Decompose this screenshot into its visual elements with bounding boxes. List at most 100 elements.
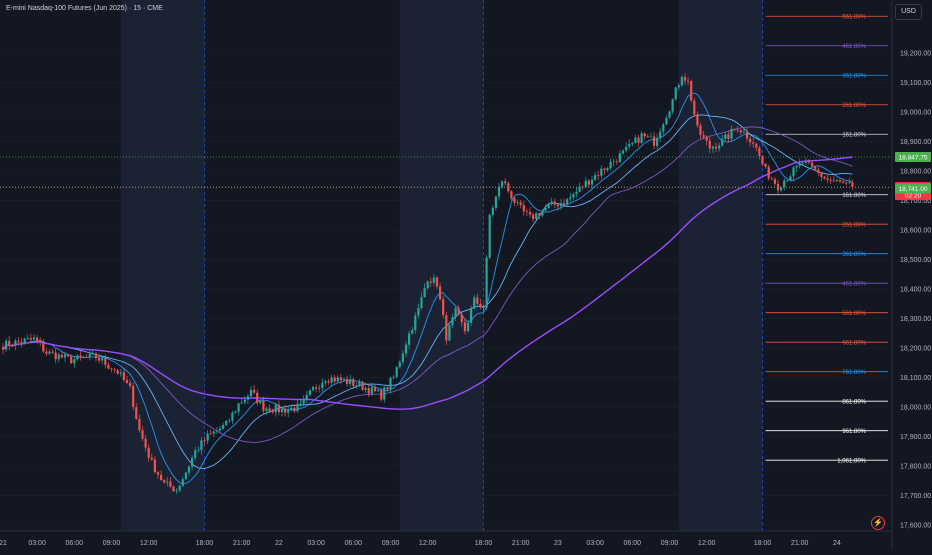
candle-body	[67, 354, 70, 357]
candle-body	[302, 399, 305, 404]
candle-body	[780, 187, 783, 191]
candle-body	[714, 146, 718, 149]
candle-body	[507, 183, 510, 192]
candle-body	[169, 481, 172, 487]
candle-body	[668, 111, 671, 118]
lightning-icon[interactable]: ⚡	[871, 516, 885, 530]
candle-body	[789, 176, 792, 181]
candle-body	[349, 379, 352, 384]
fib-level-label: 561.80%	[842, 15, 866, 21]
candle-body	[57, 354, 60, 360]
candle-body	[454, 308, 457, 318]
candle-body	[798, 162, 801, 166]
candle-body	[293, 407, 296, 412]
candle-body	[501, 181, 504, 187]
candle-body	[191, 457, 194, 467]
fib-level-label: 461.80%	[842, 282, 866, 288]
candle-body	[711, 146, 714, 149]
candle-body	[835, 180, 838, 181]
candle-body	[181, 479, 184, 486]
candle-body	[590, 179, 594, 185]
candle-body	[662, 124, 665, 132]
x-tick-label: 06:00	[624, 540, 642, 547]
x-tick-label: 03:00	[307, 540, 325, 547]
candle-body	[804, 161, 807, 163]
candle-body	[510, 191, 513, 199]
x-tick-label: 21:00	[233, 540, 251, 547]
candle-body	[699, 125, 702, 135]
candle-body	[333, 377, 336, 382]
x-tick-label: 12:00	[419, 540, 437, 547]
candle-body	[420, 297, 423, 308]
candle-body	[364, 388, 367, 390]
candle-body	[535, 213, 538, 219]
candle-body	[175, 490, 178, 492]
candle-body	[652, 136, 656, 146]
candle-body	[135, 407, 138, 419]
candle-body	[659, 131, 662, 138]
candle-body	[107, 364, 110, 369]
candle-body	[26, 338, 29, 339]
candle-body	[234, 411, 237, 413]
candle-body	[352, 379, 355, 386]
candle-body	[327, 381, 330, 383]
y-tick-label: 18,300.00	[900, 316, 931, 323]
x-tick-label: 12:00	[140, 540, 158, 547]
candle-body	[42, 343, 45, 352]
y-tick-label: 18,000.00	[900, 405, 931, 412]
candle-body	[383, 387, 386, 400]
candle-body	[60, 354, 63, 358]
candle-body	[587, 180, 590, 185]
candle-body	[318, 387, 321, 389]
candle-body	[519, 202, 522, 206]
candle-body	[838, 180, 842, 182]
x-tick-label: 18:00	[475, 540, 493, 547]
candle-body	[550, 201, 553, 205]
candle-body	[39, 341, 42, 344]
candle-body	[761, 155, 764, 164]
session-shade	[678, 0, 763, 531]
candle-body	[442, 299, 445, 316]
x-tick-label: 18:00	[754, 540, 772, 547]
candle-body	[172, 486, 175, 492]
y-tick-label: 17,600.00	[900, 523, 931, 530]
candle-body	[249, 389, 253, 397]
price-label-badge	[895, 152, 931, 163]
candle-body	[209, 433, 212, 435]
candle-body	[674, 87, 677, 100]
candle-body	[795, 165, 798, 168]
candle-body	[206, 433, 209, 441]
fib-level-label: 161.80%	[842, 193, 866, 199]
candle-body	[460, 314, 463, 323]
candle-body	[820, 172, 823, 177]
candle-body	[299, 403, 302, 405]
x-tick-label: 12:00	[698, 540, 716, 547]
candle-body	[11, 345, 14, 347]
candle-body	[696, 114, 699, 126]
price-label-badge	[895, 183, 931, 194]
candle-body	[473, 297, 476, 309]
candle-body	[315, 387, 318, 389]
candle-body	[5, 340, 8, 350]
currency-selector[interactable]: USD	[895, 4, 922, 20]
candle-body	[20, 341, 23, 344]
candle-body	[665, 117, 668, 125]
candle-body	[628, 143, 631, 147]
candle-body	[752, 142, 755, 144]
candle-body	[203, 440, 206, 442]
x-tick-label: 06:00	[66, 540, 84, 547]
candle-body	[631, 142, 634, 144]
candle-body	[150, 457, 153, 460]
candle-body	[262, 400, 265, 411]
candle-body	[355, 385, 358, 387]
fib-level-label: 561.80%	[842, 311, 866, 317]
candle-body	[156, 472, 160, 475]
candle-body	[578, 186, 581, 192]
candle-body	[23, 338, 26, 344]
moving-average-line	[2, 114, 853, 469]
candle-body	[690, 81, 693, 101]
x-tick-label: 23	[554, 540, 562, 547]
candle-body	[32, 337, 36, 340]
